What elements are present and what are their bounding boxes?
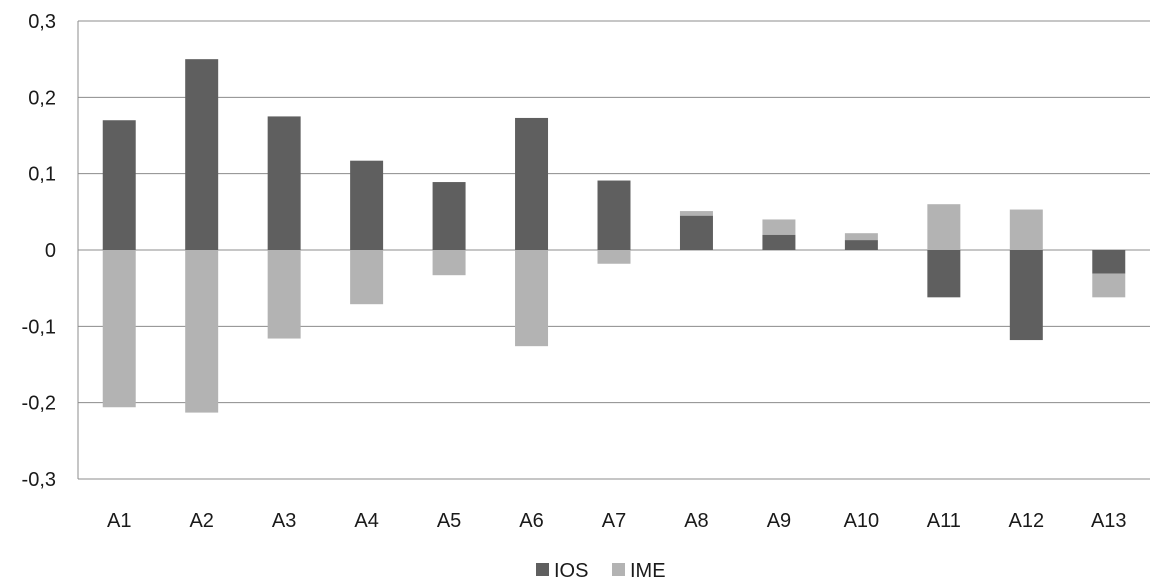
bar-ios-a10: [844, 240, 878, 250]
bar-ime-a6: [515, 250, 549, 347]
x-tick-label: A1: [107, 510, 131, 532]
bar-ios-a11: [927, 250, 961, 298]
bar-ios-a3: [267, 116, 301, 251]
bar-ime-a13: [1092, 273, 1126, 298]
legend-swatch-ime: [612, 563, 625, 576]
y-tick-label: -0,2: [22, 393, 56, 415]
x-tick-label: A8: [684, 510, 708, 532]
bar-ios-a9: [762, 234, 796, 250]
y-tick-label: -0,1: [22, 316, 56, 338]
bar-ime-a11: [927, 204, 961, 250]
bar-ios-a7: [597, 180, 631, 250]
legend-label-ime: IME: [630, 560, 666, 582]
y-axis: 0,3 0,2 0,1 0 -0,1 -0,2 -0,3: [22, 11, 79, 491]
bar-ios-a5: [432, 182, 466, 250]
legend-swatch-ios: [536, 563, 549, 576]
x-axis: A1 A2 A3 A4 A5 A6 A7 A8 A9 A10 A11 A12 A13: [107, 510, 1127, 532]
y-tick-label: -0,3: [22, 469, 56, 491]
x-tick-label: A9: [767, 510, 791, 532]
bar-ime-a3: [267, 250, 301, 339]
y-tick-label: 0,3: [28, 11, 56, 33]
bar-ios-a13: [1092, 250, 1126, 274]
bar-ime-a1: [102, 250, 136, 408]
legend-label-ios: IOS: [554, 560, 588, 582]
bar-ime-a12: [1009, 209, 1043, 250]
x-tick-label: A6: [519, 510, 543, 532]
bar-ime-a4: [350, 250, 384, 305]
x-tick-label: A2: [189, 510, 213, 532]
bar-ios-a8: [679, 215, 713, 250]
bar-ime-a5: [432, 250, 466, 276]
x-tick-label: A5: [437, 510, 461, 532]
bar-ime-a7: [597, 250, 631, 264]
y-tick-label: 0: [45, 240, 56, 262]
x-tick-label: A4: [354, 510, 378, 532]
bar-ios-a1: [102, 120, 136, 250]
bar-ime-a9: [762, 219, 796, 235]
bar-ime-a2: [185, 250, 219, 413]
bar-ios-a2: [185, 59, 219, 250]
x-tick-label: A7: [602, 510, 626, 532]
bar-ios-a4: [350, 160, 384, 250]
x-tick-label: A12: [1009, 510, 1045, 532]
x-tick-label: A10: [844, 510, 880, 532]
x-tick-label: A13: [1091, 510, 1127, 532]
y-tick-label: 0,1: [28, 164, 56, 186]
bar-ios-a6: [515, 117, 549, 251]
bar-ios-a12: [1009, 250, 1043, 341]
y-tick-label: 0,2: [28, 87, 56, 109]
legend: IOS IME: [536, 560, 666, 582]
x-tick-label: A11: [927, 510, 961, 532]
bars: [102, 59, 1126, 413]
gridlines: [78, 20, 1150, 480]
bar-ime-a10: [844, 233, 878, 241]
x-tick-label: A3: [272, 510, 296, 532]
bar-ime-a8: [679, 211, 713, 216]
